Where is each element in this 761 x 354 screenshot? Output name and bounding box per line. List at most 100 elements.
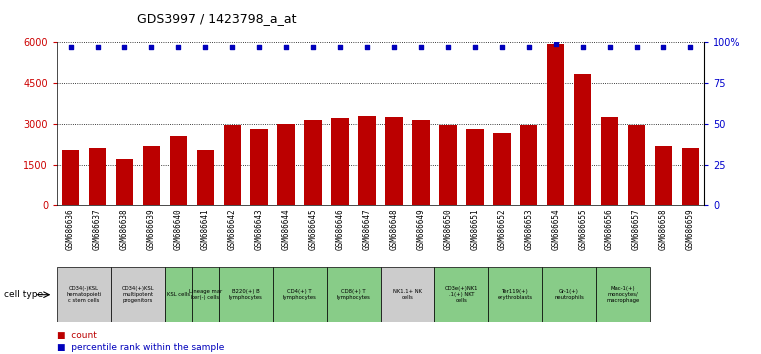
Point bbox=[442, 45, 454, 50]
Text: GSM686641: GSM686641 bbox=[201, 209, 210, 250]
Bar bbox=[62, 150, 79, 205]
Point bbox=[630, 45, 642, 50]
Text: GSM686637: GSM686637 bbox=[93, 209, 102, 250]
Point bbox=[684, 45, 696, 50]
Point bbox=[495, 45, 508, 50]
Bar bbox=[385, 117, 403, 205]
Bar bbox=[116, 159, 133, 205]
Point bbox=[388, 45, 400, 50]
Text: GSM686638: GSM686638 bbox=[120, 209, 129, 250]
Bar bbox=[412, 120, 430, 205]
Text: GSM686640: GSM686640 bbox=[174, 209, 183, 250]
Bar bbox=[435, 267, 489, 322]
Text: B220(+) B
lymphocytes: B220(+) B lymphocytes bbox=[229, 289, 263, 300]
Text: ■  percentile rank within the sample: ■ percentile rank within the sample bbox=[57, 343, 224, 352]
Bar bbox=[57, 267, 111, 322]
Text: GSM686650: GSM686650 bbox=[444, 209, 452, 250]
Text: GSM686646: GSM686646 bbox=[336, 209, 345, 250]
Text: GSM686648: GSM686648 bbox=[390, 209, 399, 250]
Point bbox=[658, 45, 670, 50]
Text: GSM686657: GSM686657 bbox=[632, 209, 641, 250]
Bar bbox=[219, 267, 272, 322]
Point bbox=[307, 45, 319, 50]
Text: CD3e(+)NK1
.1(+) NKT
cells: CD3e(+)NK1 .1(+) NKT cells bbox=[444, 286, 478, 303]
Point bbox=[603, 45, 616, 50]
Bar bbox=[272, 267, 326, 322]
Bar bbox=[111, 267, 165, 322]
Bar bbox=[192, 267, 219, 322]
Point bbox=[523, 45, 535, 50]
Text: Lineage mar
ker(-) cells: Lineage mar ker(-) cells bbox=[189, 289, 222, 300]
Bar bbox=[654, 145, 672, 205]
Text: GSM686658: GSM686658 bbox=[659, 209, 668, 250]
Text: Gr-1(+)
neutrophils: Gr-1(+) neutrophils bbox=[554, 289, 584, 300]
Text: GSM686639: GSM686639 bbox=[147, 209, 156, 250]
Text: GSM686656: GSM686656 bbox=[605, 209, 614, 250]
Text: cell type: cell type bbox=[4, 290, 43, 299]
Bar bbox=[170, 136, 187, 205]
Point bbox=[415, 45, 427, 50]
Point bbox=[199, 45, 212, 50]
Point bbox=[172, 45, 184, 50]
Text: GDS3997 / 1423798_a_at: GDS3997 / 1423798_a_at bbox=[137, 12, 297, 25]
Text: GSM686645: GSM686645 bbox=[309, 209, 317, 250]
Point bbox=[253, 45, 266, 50]
Bar bbox=[520, 125, 537, 205]
Point bbox=[469, 45, 481, 50]
Text: GSM686644: GSM686644 bbox=[282, 209, 291, 250]
Text: GSM686654: GSM686654 bbox=[551, 209, 560, 250]
Point bbox=[91, 45, 103, 50]
Bar bbox=[165, 267, 192, 322]
Bar bbox=[331, 119, 349, 205]
Text: CD4(+) T
lymphocytes: CD4(+) T lymphocytes bbox=[282, 289, 317, 300]
Bar bbox=[380, 267, 435, 322]
Bar bbox=[439, 125, 457, 205]
Bar bbox=[601, 117, 619, 205]
Bar bbox=[489, 267, 542, 322]
Bar bbox=[224, 125, 241, 205]
Bar bbox=[682, 148, 699, 205]
Point bbox=[226, 45, 238, 50]
Text: Ter119(+)
erythroblasts: Ter119(+) erythroblasts bbox=[498, 289, 533, 300]
Bar bbox=[574, 74, 591, 205]
Point bbox=[334, 45, 346, 50]
Text: GSM686651: GSM686651 bbox=[470, 209, 479, 250]
Text: CD8(+) T
lymphocytes: CD8(+) T lymphocytes bbox=[336, 289, 371, 300]
Text: GSM686659: GSM686659 bbox=[686, 209, 695, 250]
Point bbox=[549, 41, 562, 47]
Text: GSM686655: GSM686655 bbox=[578, 209, 587, 250]
Text: CD34(+)KSL
multipotent
progenitors: CD34(+)KSL multipotent progenitors bbox=[122, 286, 154, 303]
Point bbox=[361, 45, 373, 50]
Text: CD34(-)KSL
hematopoieti
c stem cells: CD34(-)KSL hematopoieti c stem cells bbox=[66, 286, 102, 303]
Bar bbox=[250, 129, 268, 205]
Text: GSM686642: GSM686642 bbox=[228, 209, 237, 250]
Bar bbox=[628, 125, 645, 205]
Bar bbox=[278, 124, 295, 205]
Text: GSM686636: GSM686636 bbox=[66, 209, 75, 250]
Point bbox=[145, 45, 158, 50]
Bar bbox=[466, 129, 483, 205]
Bar bbox=[493, 133, 511, 205]
Bar bbox=[547, 44, 565, 205]
Bar bbox=[358, 116, 376, 205]
Point bbox=[65, 45, 77, 50]
Bar bbox=[543, 267, 596, 322]
Text: KSL cells: KSL cells bbox=[167, 292, 190, 297]
Text: GSM686652: GSM686652 bbox=[497, 209, 506, 250]
Text: ■  count: ■ count bbox=[57, 331, 97, 340]
Bar bbox=[89, 148, 107, 205]
Text: GSM686647: GSM686647 bbox=[362, 209, 371, 250]
Bar bbox=[596, 267, 650, 322]
Text: GSM686649: GSM686649 bbox=[416, 209, 425, 250]
Text: Mac-1(+)
monocytes/
macrophage: Mac-1(+) monocytes/ macrophage bbox=[607, 286, 640, 303]
Bar bbox=[142, 145, 160, 205]
Point bbox=[119, 45, 131, 50]
Text: NK1.1+ NK
cells: NK1.1+ NK cells bbox=[393, 289, 422, 300]
Text: GSM686643: GSM686643 bbox=[255, 209, 264, 250]
Bar bbox=[326, 267, 380, 322]
Bar bbox=[196, 150, 214, 205]
Bar bbox=[304, 120, 322, 205]
Point bbox=[577, 45, 589, 50]
Point bbox=[280, 45, 292, 50]
Text: GSM686653: GSM686653 bbox=[524, 209, 533, 250]
